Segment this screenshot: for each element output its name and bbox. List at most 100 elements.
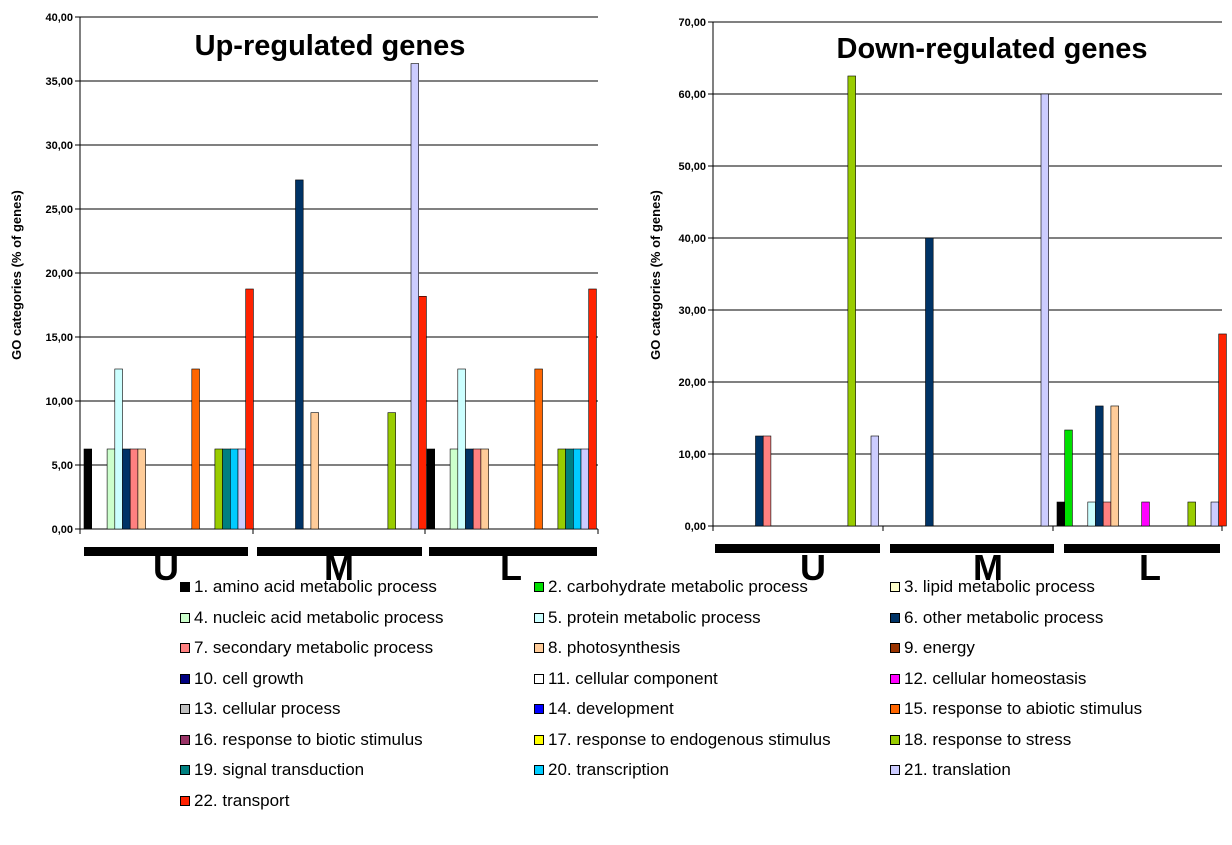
bar-U-5 xyxy=(114,368,123,530)
legend-label: 2. carbohydrate metabolic process xyxy=(548,577,808,596)
y-tick-label: 40,00 xyxy=(678,233,706,245)
bar-L-7 xyxy=(472,448,482,530)
legend-swatch xyxy=(180,704,190,714)
legend-item: 14. development xyxy=(534,699,674,719)
bar-U-7 xyxy=(762,435,772,527)
group-label-M: M xyxy=(973,547,1003,588)
legend-swatch xyxy=(890,765,900,775)
bar-L-15 xyxy=(534,368,543,530)
legend-label: 13. cellular process xyxy=(194,699,341,718)
legend-label: 7. secondary metabolic process xyxy=(194,638,434,657)
legend-label: 16. response to biotic stimulus xyxy=(194,729,423,749)
legend-label: 20. transcription xyxy=(548,760,669,779)
bar-L-5 xyxy=(1087,501,1096,527)
legend-label: 1. amino acid metabolic process xyxy=(194,577,437,596)
group-label-U: U xyxy=(800,547,826,588)
legend-swatch xyxy=(180,795,190,806)
bar-M-21 xyxy=(410,63,419,530)
group-bracket-M xyxy=(257,547,422,556)
bar-L-1 xyxy=(1056,501,1065,527)
y-tick-label: 20,00 xyxy=(678,377,706,389)
legend-label: 14. development xyxy=(548,699,674,718)
legend-item: 7. secondary metabolic process xyxy=(180,638,433,658)
y-tick-label: 60,00 xyxy=(678,89,706,101)
plot-area xyxy=(713,22,1222,526)
legend-item: 13. cellular process xyxy=(180,699,340,719)
legend-item: 22. transport xyxy=(180,791,289,811)
bar-M-22 xyxy=(418,295,427,530)
group-bracket-M xyxy=(890,544,1054,553)
bar-L-22 xyxy=(588,288,597,530)
group-label-M: M xyxy=(324,547,354,588)
legend-label: 3. lipid metabolic process xyxy=(904,577,1095,596)
legend-swatch xyxy=(534,582,544,592)
legend-label: 17. response to endogenous stimulus xyxy=(548,729,831,749)
legend-label: 22. transport xyxy=(194,790,290,810)
legend-item: 10. cell growth xyxy=(180,669,304,689)
bar-L-6 xyxy=(1095,405,1104,527)
chart-title: Up-regulated genes xyxy=(195,30,466,62)
legend-swatch xyxy=(890,734,900,745)
y-tick-label: 30,00 xyxy=(45,140,73,152)
group-bracket-L xyxy=(1064,544,1220,553)
group-label-L: L xyxy=(1139,547,1161,588)
legend-item: 4. nucleic acid metabolic process xyxy=(180,608,443,628)
bar-L-19 xyxy=(565,448,574,530)
y-tick-label: 0,00 xyxy=(52,524,73,536)
legend-swatch xyxy=(890,704,900,714)
legend-swatch xyxy=(890,582,900,592)
y-axis-label: GO categories (% of genes) xyxy=(9,190,24,360)
group-bracket-U xyxy=(715,544,880,553)
legend-swatch xyxy=(534,765,544,775)
legend-swatch xyxy=(534,704,544,714)
legend-swatch xyxy=(534,673,544,684)
legend-item: 3. lipid metabolic process xyxy=(890,577,1095,597)
group-bracket-U xyxy=(84,547,248,556)
bar-U-8 xyxy=(137,448,146,530)
legend-label: 10. cell growth xyxy=(194,668,304,688)
bar-L-12 xyxy=(1141,501,1150,527)
legend-label: 21. translation xyxy=(904,760,1011,779)
bar-L-22 xyxy=(1218,333,1227,527)
bar-U-18 xyxy=(847,75,856,527)
y-tick-label: 50,00 xyxy=(678,161,706,173)
bar-L-4 xyxy=(449,448,459,530)
legend-item: 2. carbohydrate metabolic process xyxy=(534,577,808,597)
bar-L-8 xyxy=(480,448,489,530)
legend-swatch xyxy=(180,582,190,592)
legend-swatch xyxy=(890,612,900,623)
legend-item: 18. response to stress xyxy=(890,730,1071,750)
bar-L-8 xyxy=(1110,405,1119,527)
y-tick-label: 5,00 xyxy=(52,460,73,472)
bar-U-4 xyxy=(106,448,116,530)
up-regulated-chart: 0,00 5,00 10,00 15,00 20,00 25,00 30,00 35,00 40… xyxy=(9,12,599,588)
bar-U-6 xyxy=(122,448,131,530)
legend-label: 12. cellular homeostasis xyxy=(904,668,1087,688)
legend-label: 19. signal transduction xyxy=(194,760,365,779)
legend-item: 12. cellular homeostasis xyxy=(890,669,1086,689)
bar-U-21 xyxy=(237,448,246,530)
y-tick-label: 70,00 xyxy=(678,17,706,29)
bar-U-6 xyxy=(755,435,764,527)
legend-label: 15. response to abiotic stimulus xyxy=(904,699,1143,718)
legend-item: 19. signal transduction xyxy=(180,760,364,780)
legend-item: 15. response to abiotic stimulus xyxy=(890,699,1142,719)
y-tick-label: 10,00 xyxy=(678,449,706,461)
bar-U-7 xyxy=(129,448,139,530)
bar-U-15 xyxy=(191,368,200,530)
legend-swatch xyxy=(180,643,190,653)
y-tick-label: 25,00 xyxy=(45,204,73,216)
y-tick-label: 35,00 xyxy=(45,76,73,88)
y-tick-label: 40,00 xyxy=(45,12,73,24)
y-tick-label: 20,00 xyxy=(45,268,73,280)
bar-L-21 xyxy=(580,448,589,530)
legend-item: 11. cellular component xyxy=(534,669,718,689)
bar-M-21 xyxy=(1040,93,1049,527)
bar-U-1 xyxy=(83,448,92,530)
legend-item: 20. transcription xyxy=(534,760,669,780)
y-tick-label: 10,00 xyxy=(45,396,73,408)
legend-label: 8. photosynthesis xyxy=(548,638,681,657)
group-label-U: U xyxy=(153,547,179,588)
legend-swatch xyxy=(890,643,900,653)
bar-U-20 xyxy=(230,448,239,530)
